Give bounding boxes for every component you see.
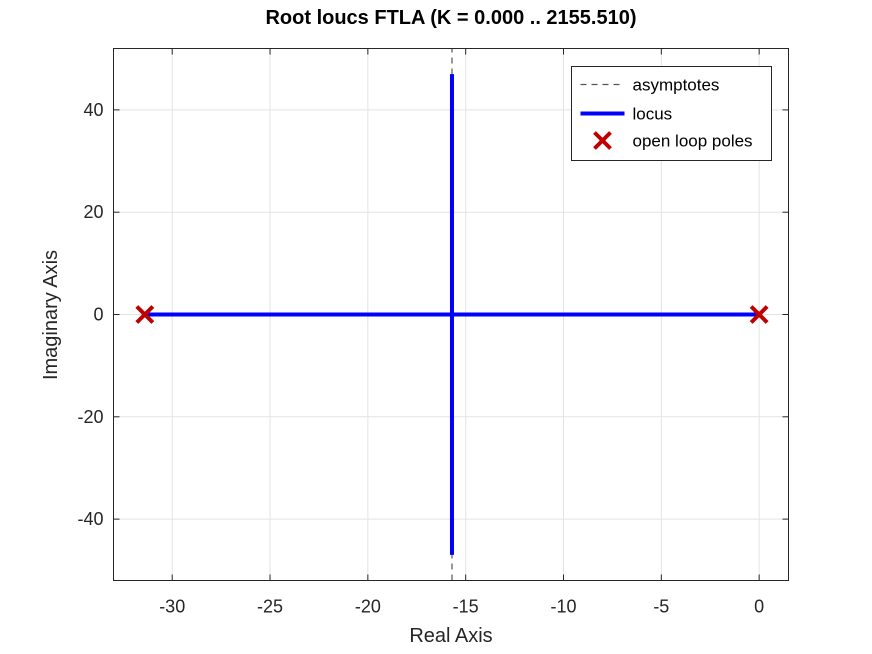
x-tick-label: -5	[653, 597, 669, 617]
legend-label: asymptotes	[633, 76, 720, 95]
chart-title: Root loucs FTLA (K = 0.000 .. 2155.510)	[265, 7, 636, 29]
legend-entry: locus	[580, 105, 673, 124]
plot-area	[135, 48, 769, 581]
legend-label: open loop poles	[633, 132, 753, 151]
open-loop-pole-marker	[135, 305, 155, 324]
x-tick-label: -20	[355, 597, 381, 617]
x-tick-label: 0	[754, 597, 764, 617]
legend: asymptotes locus open loop poles	[571, 66, 772, 161]
y-axis-label: Imaginary Axis	[40, 250, 62, 380]
y-tick-label: 20	[83, 202, 103, 222]
legend-swatch-poles	[593, 131, 612, 150]
legend-entry: open loop poles	[593, 131, 753, 151]
open-loop-pole-marker	[749, 305, 769, 324]
x-axis-label: Real Axis	[409, 625, 492, 647]
legend-label: locus	[633, 105, 673, 124]
x-tick-label: -30	[159, 597, 185, 617]
ticks: -30 -25 -20 -15 -10 -5 0 -40 -20 0 20 40	[77, 48, 789, 617]
x-tick-label: -15	[453, 597, 479, 617]
x-tick-label: -10	[550, 597, 576, 617]
y-tick-label: 40	[83, 100, 103, 120]
y-tick-label: -40	[77, 509, 103, 529]
y-tick-label: 0	[93, 305, 103, 325]
x-tick-label: -25	[257, 597, 283, 617]
y-tick-label: -20	[77, 407, 103, 427]
pole-stroke	[749, 305, 769, 324]
legend-entry: asymptotes	[580, 76, 720, 95]
pole-stroke	[135, 305, 155, 324]
